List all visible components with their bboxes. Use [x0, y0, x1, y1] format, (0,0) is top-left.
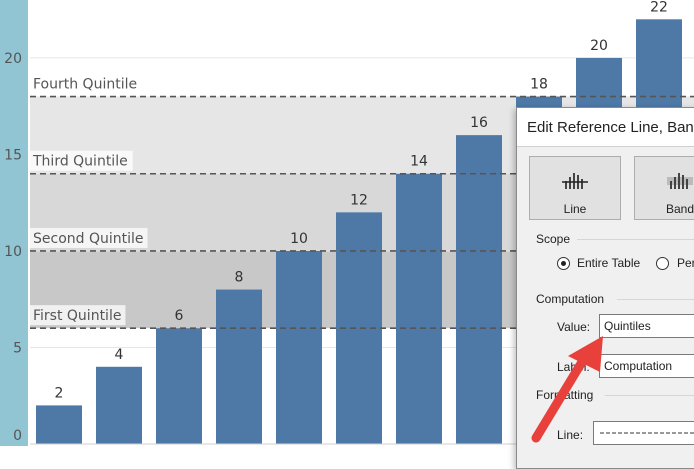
computation-divider — [617, 299, 694, 300]
bar-value-label: 2 — [55, 385, 64, 401]
bar — [456, 135, 502, 444]
per-pane-radio[interactable] — [656, 257, 669, 270]
bar-value-label: 6 — [175, 308, 184, 324]
computation-section-title: Computation — [536, 292, 605, 306]
reference-label-background — [30, 305, 126, 326]
line-format-label: Line: — [557, 428, 584, 442]
reference-label-background — [30, 73, 142, 94]
line-type-label: Line — [563, 202, 587, 216]
bar — [396, 173, 442, 444]
label-field-label: Label: — [557, 360, 590, 374]
formatting-section-title: Formatting — [536, 388, 594, 402]
edit-reference-line-dialog[interactable]: Edit Reference Line, Band, Line Band Sco… — [516, 107, 694, 469]
band-type-label: Band — [665, 202, 694, 216]
bar — [276, 250, 322, 444]
bar-value-label: 22 — [650, 0, 668, 15]
y-tick-label: 0 — [13, 428, 22, 444]
scope-section-title: Scope — [536, 232, 571, 246]
bar-value-label: 8 — [235, 270, 244, 286]
reference-label-background — [30, 150, 133, 171]
reference-label-background — [30, 227, 148, 248]
radio-selected-dot — [561, 261, 566, 266]
y-tick-label: 15 — [4, 147, 22, 163]
bar-value-label: 16 — [470, 115, 488, 131]
reference-band-icon — [667, 173, 693, 189]
formatting-divider — [605, 395, 694, 396]
bar-value-label: 4 — [115, 347, 124, 363]
y-tick-label: 10 — [4, 244, 22, 260]
bar — [96, 366, 142, 444]
bar — [216, 289, 262, 444]
line-style-dropdown[interactable] — [593, 421, 694, 445]
entire-table-label[interactable]: Entire Table — [577, 256, 641, 270]
entire-table-radio[interactable] — [557, 257, 570, 270]
dashed-line-preview — [600, 432, 694, 434]
y-tick-label: 5 — [13, 340, 22, 356]
bar-value-label: 18 — [530, 77, 548, 93]
per-pane-label[interactable]: Per — [677, 256, 694, 270]
bar — [156, 328, 202, 444]
y-tick-label: 20 — [4, 51, 22, 67]
bar-value-label: 20 — [590, 38, 608, 54]
bar — [36, 405, 82, 444]
y-axis-band — [0, 0, 28, 446]
reference-line-label: Third Quintile — [32, 154, 128, 170]
line-type-button[interactable]: Line — [529, 156, 621, 220]
reference-line-label: First Quintile — [33, 308, 121, 324]
scope-divider — [577, 239, 694, 240]
band-type-button[interactable]: Band — [634, 156, 694, 220]
reference-line-icon — [562, 173, 588, 189]
reference-line-label: Fourth Quintile — [33, 77, 137, 93]
bar-value-label: 12 — [350, 192, 368, 208]
value-field-label: Value: — [557, 320, 591, 334]
dialog-title: Edit Reference Line, Band, — [527, 119, 694, 136]
reference-line-label: Second Quintile — [33, 231, 144, 247]
dialog-title-bar[interactable]: Edit Reference Line, Band, — [517, 108, 694, 147]
bar-value-label: 10 — [290, 231, 308, 247]
label-dropdown[interactable]: Computation — [599, 354, 694, 378]
bar-value-label: 14 — [410, 154, 428, 170]
value-dropdown[interactable]: Quintiles — [599, 314, 694, 338]
